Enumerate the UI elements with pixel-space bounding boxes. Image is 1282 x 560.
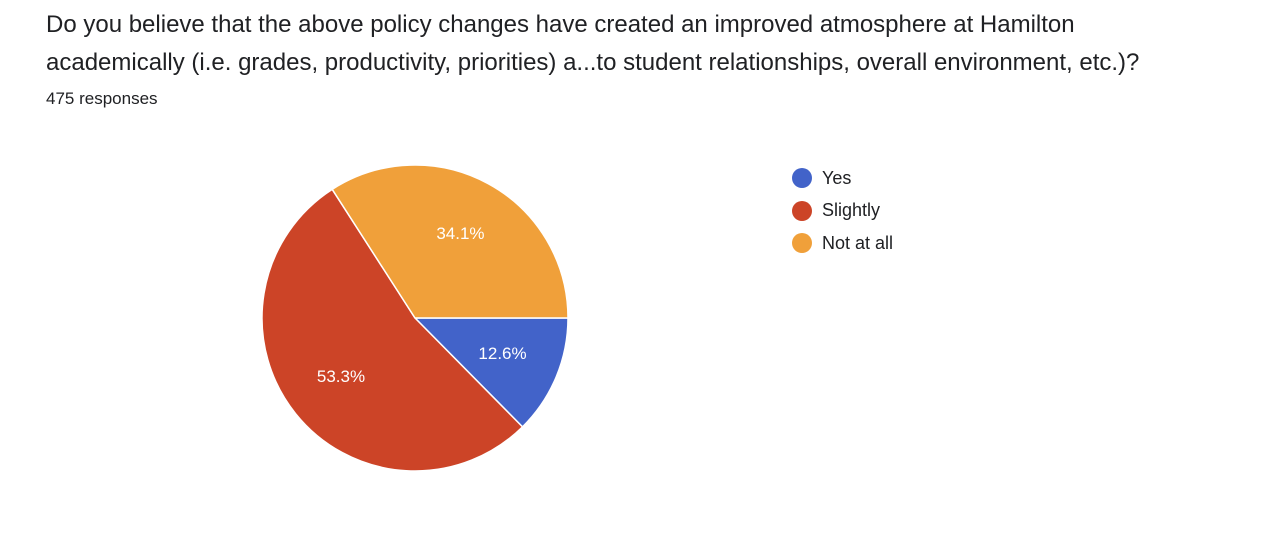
chart-legend: Yes Slightly Not at all xyxy=(792,162,893,260)
legend-item-yes[interactable]: Yes xyxy=(792,162,893,195)
pie-slice-label-yes: 12.6% xyxy=(478,344,526,363)
legend-swatch-icon xyxy=(792,200,812,221)
pie-slice-yes[interactable] xyxy=(414,317,569,428)
pie-slice-label-not-at-all: 34.1% xyxy=(436,224,484,243)
question-title: Do you believe that the above policy cha… xyxy=(46,6,1246,82)
pie-slice-not-at-all[interactable] xyxy=(331,164,569,319)
pie-slice-label-slightly: 53.3% xyxy=(317,367,365,386)
response-count: 475 responses xyxy=(46,89,158,108)
legend-swatch-icon xyxy=(792,168,812,189)
legend-label: Not at all xyxy=(822,232,894,253)
legend-label: Yes xyxy=(822,167,852,188)
legend-swatch-icon xyxy=(792,233,812,254)
legend-label: Slightly xyxy=(822,200,881,221)
legend-item-not-at-all[interactable]: Not at all xyxy=(792,227,893,260)
question-title-line-1: Do you believe that the above policy cha… xyxy=(46,11,1075,38)
pie-slice-slightly[interactable] xyxy=(261,188,524,472)
question-title-line-2: academically (i.e. grades, productivity,… xyxy=(46,49,1140,76)
legend-item-slightly[interactable]: Slightly xyxy=(792,195,893,228)
